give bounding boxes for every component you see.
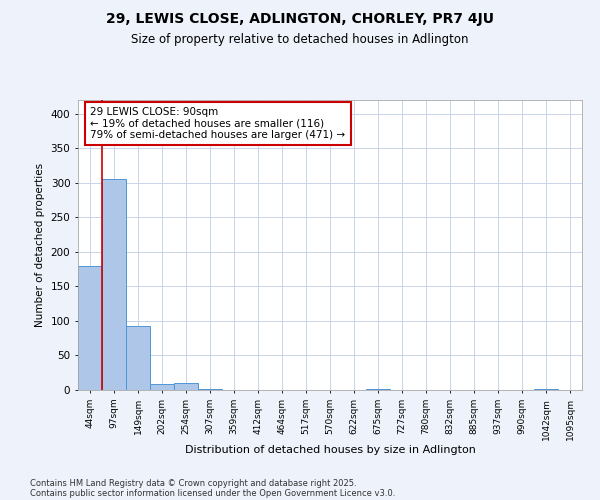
Text: Contains HM Land Registry data © Crown copyright and database right 2025.: Contains HM Land Registry data © Crown c… — [30, 478, 356, 488]
Bar — [534, 388, 558, 390]
Text: 29, LEWIS CLOSE, ADLINGTON, CHORLEY, PR7 4JU: 29, LEWIS CLOSE, ADLINGTON, CHORLEY, PR7… — [106, 12, 494, 26]
Y-axis label: Number of detached properties: Number of detached properties — [35, 163, 45, 327]
Bar — [150, 384, 174, 390]
Bar — [366, 388, 390, 390]
Bar — [126, 326, 150, 390]
Bar — [102, 180, 126, 390]
Bar — [198, 388, 222, 390]
Text: Contains public sector information licensed under the Open Government Licence v3: Contains public sector information licen… — [30, 488, 395, 498]
Bar — [174, 383, 198, 390]
Text: Size of property relative to detached houses in Adlington: Size of property relative to detached ho… — [131, 32, 469, 46]
Text: 29 LEWIS CLOSE: 90sqm
← 19% of detached houses are smaller (116)
79% of semi-det: 29 LEWIS CLOSE: 90sqm ← 19% of detached … — [91, 107, 346, 140]
Bar — [78, 266, 102, 390]
X-axis label: Distribution of detached houses by size in Adlington: Distribution of detached houses by size … — [185, 446, 475, 456]
